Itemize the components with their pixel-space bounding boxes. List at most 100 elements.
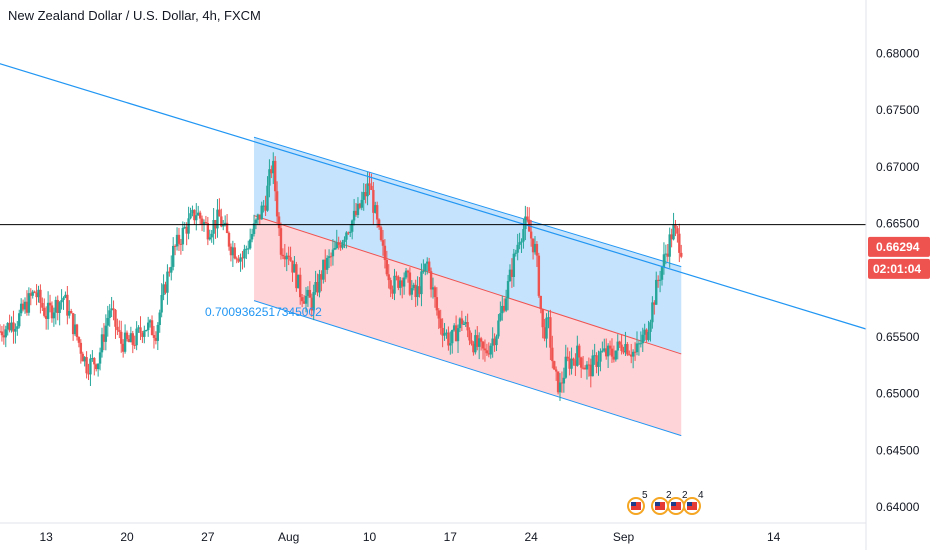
candle-up [158,312,161,325]
event-count: 5 [642,490,648,501]
candle-up [668,234,671,257]
candle-up [191,209,194,214]
candle-down [674,224,677,229]
candle-up [106,317,109,326]
candle-down [572,358,575,361]
countdown-badge [868,258,930,279]
candle-down [633,351,637,353]
candle-up [162,284,165,296]
time-tick-label: 13 [40,530,54,544]
candle-up [497,320,500,337]
candle-up [262,205,265,207]
candle-down [610,348,614,357]
candle-up [399,280,402,288]
candle-up [547,317,550,319]
price-tick-label: 0.68000 [876,46,920,60]
channel-mid-line [253,215,682,355]
candle-down [25,301,29,313]
candle-down [553,361,556,370]
candle-down [8,323,11,331]
candle-down [324,259,327,270]
candle-up [374,205,377,213]
candle-down [95,364,98,370]
time-tick-label: Aug [278,530,299,544]
candle-down [177,234,181,244]
candle-down [583,367,587,370]
candle-down [370,185,373,190]
candle-down [198,212,202,219]
candle-down [656,279,660,281]
candle-down [543,327,546,339]
candle-up [83,357,86,362]
candle-up [58,302,61,313]
candle-down [472,343,475,353]
candle-down [85,357,88,374]
candle-down [264,205,267,211]
time-tick-label: 10 [363,530,377,544]
candle-up [181,227,185,245]
price-tick-label: 0.66500 [876,216,920,230]
candle-down [395,275,398,277]
candle-up [477,338,481,347]
candle-down [408,272,412,295]
candle-up [252,223,256,234]
candle-down [441,327,444,336]
candle-up [570,358,573,369]
candle-up [260,205,263,220]
candle-up [143,330,146,337]
candle-up [285,255,288,260]
candle-down [71,313,75,335]
candle-up [19,303,23,314]
candle-up [52,312,56,319]
candle-down [299,274,302,298]
candle-down [154,337,158,341]
candle-up [60,300,63,303]
candle-down [120,331,123,344]
candle-down [589,364,593,377]
flag-canton [687,502,692,506]
candle-up [504,298,508,311]
candle-down [401,280,404,287]
channel-deviation-label: 0.7009362517345002 [205,305,322,319]
candle-up [508,269,512,282]
candle-down [433,287,437,298]
candle-up [639,343,643,345]
candle-up [137,327,140,329]
price-tick-label: 0.65000 [876,387,920,401]
candle-down [164,284,167,293]
candle-down [125,332,129,340]
candle-up [420,271,423,295]
candle-down [560,382,564,384]
candle-down [645,329,648,340]
candle-up [145,330,148,332]
candle-down [279,228,283,255]
price-axis[interactable]: 0.68000 0.67500 0.67000 0.66500 0.65500 0.650… [865,0,920,550]
candle-up [254,219,258,224]
candle-up [356,203,360,215]
candle-up [110,308,113,311]
candle-down [12,322,15,332]
candle-up [175,234,179,247]
candle-up [520,241,523,243]
candle-down [310,297,313,311]
candle-down [383,245,387,261]
candle-up [333,248,337,250]
candle-down [622,351,625,353]
candle-up [148,320,152,323]
candle-up [343,239,346,242]
time-axis[interactable]: 13 20 27 Aug 10 17 24 Sep 14 [0,522,866,544]
candle-down [329,256,333,258]
candle-down [493,338,496,346]
candle-up [73,324,77,335]
candle-down [41,302,44,308]
candle-up [350,220,354,232]
candle-down [466,322,469,331]
candle-down [666,253,669,257]
candle-down [79,342,83,354]
candle-down [470,340,473,344]
candle-up [216,209,219,229]
candle-down [258,214,261,220]
candle-down [283,256,287,260]
